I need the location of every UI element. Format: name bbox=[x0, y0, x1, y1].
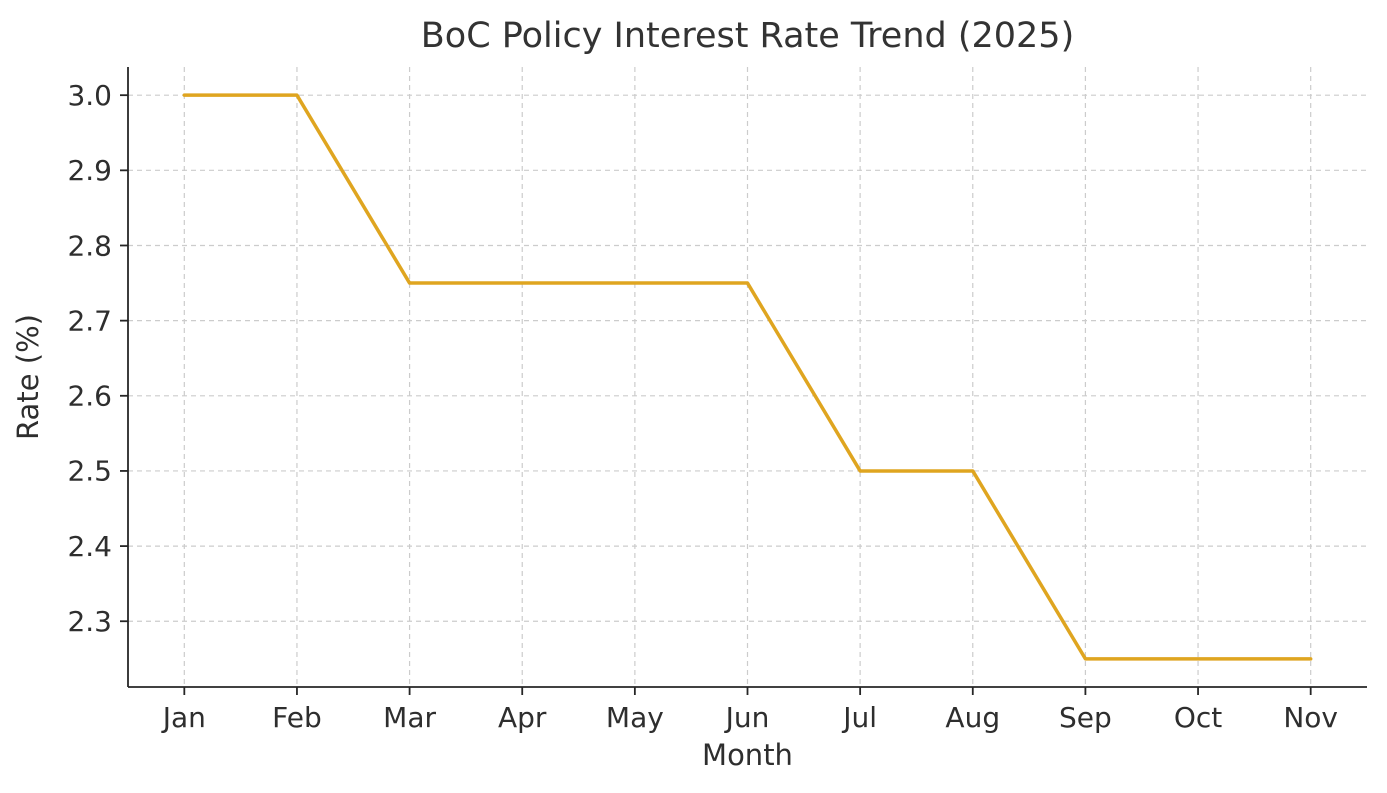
series-line bbox=[182, 93, 1313, 661]
x-tick-label: Jul bbox=[841, 701, 877, 734]
y-tick-label: 2.6 bbox=[67, 380, 112, 413]
x-tick-label: Apr bbox=[498, 701, 547, 734]
x-tick-label: Oct bbox=[1174, 701, 1222, 734]
x-tick-label: Mar bbox=[383, 701, 436, 734]
y-tick-label: 2.8 bbox=[67, 229, 112, 262]
x-tick-label: Sep bbox=[1059, 701, 1112, 734]
x-tick-label: Aug bbox=[945, 701, 1000, 734]
axis-ticks bbox=[120, 94, 1312, 695]
x-tick-label: Feb bbox=[272, 701, 322, 734]
x-tick-label: Jun bbox=[724, 701, 770, 734]
y-tick-label: 2.3 bbox=[67, 605, 112, 638]
chart-title: BoC Policy Interest Rate Trend (2025) bbox=[420, 16, 1075, 56]
tick-labels: Jan Feb Mar Apr May Jun Jul Aug Sep Oct Nov 2.3 2.4 2… bbox=[67, 79, 1338, 734]
y-tick-label: 2.9 bbox=[67, 154, 112, 187]
gridlines bbox=[128, 67, 1367, 687]
x-tick-label: May bbox=[606, 701, 664, 734]
y-tick-label: 2.4 bbox=[67, 530, 112, 563]
x-axis-label: Month bbox=[702, 738, 793, 772]
y-tick-label: 3.0 bbox=[67, 79, 112, 112]
rate-line bbox=[182, 93, 1313, 661]
y-tick-label: 2.7 bbox=[67, 304, 112, 337]
y-tick-label: 2.5 bbox=[67, 455, 112, 488]
x-tick-label: Nov bbox=[1283, 701, 1338, 734]
x-tick-label: Jan bbox=[161, 701, 206, 734]
